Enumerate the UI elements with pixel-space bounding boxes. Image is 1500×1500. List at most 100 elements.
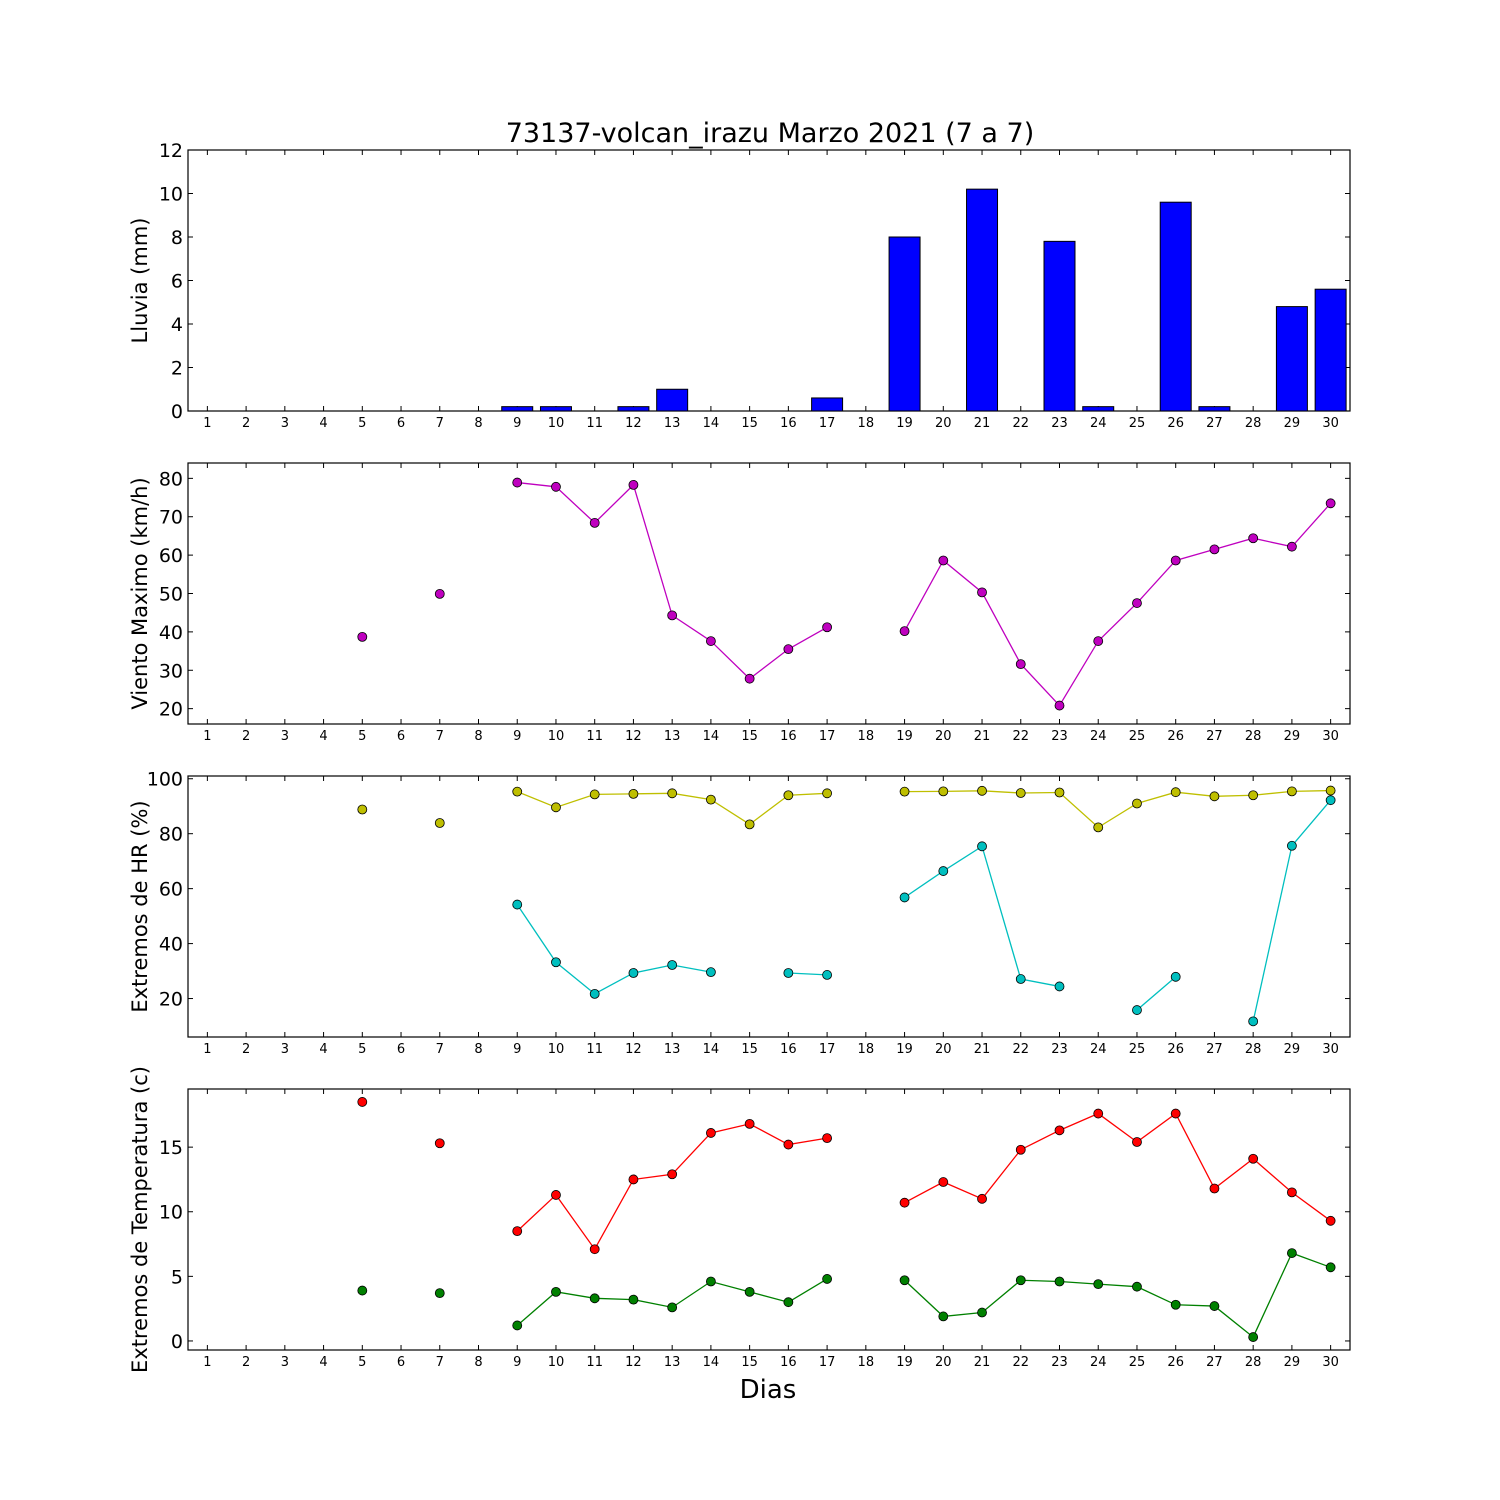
x-tick-label: 7	[436, 416, 444, 431]
x-tick-label: 11	[586, 1042, 603, 1057]
x-tick-label: 23	[1051, 416, 1068, 431]
bar	[656, 388, 689, 412]
x-tick-label: 4	[319, 416, 327, 431]
y-tick-label: 40	[159, 622, 183, 644]
x-tick-label: 5	[358, 416, 366, 431]
x-tick-label: 16	[780, 416, 797, 431]
x-tick-label: 9	[513, 1042, 521, 1057]
data-point	[667, 1302, 678, 1313]
series-line	[904, 845, 1060, 988]
data-point	[1093, 636, 1104, 646]
data-point	[977, 841, 987, 852]
y-tick-label: 6	[171, 271, 183, 293]
y-axis-label: Extremos de Temperatura (c)	[128, 1066, 152, 1373]
data-point	[1248, 790, 1259, 801]
data-point	[977, 587, 987, 598]
x-tick-label: 3	[281, 416, 289, 431]
x-tick-label: 27	[1206, 1042, 1223, 1057]
x-tick-label: 15	[741, 1042, 758, 1057]
bar	[1043, 240, 1076, 412]
data-point	[1209, 1301, 1220, 1311]
y-tick-label: 5	[171, 1266, 183, 1288]
data-point	[1325, 498, 1336, 509]
x-tick-label: 27	[1206, 729, 1223, 744]
x-tick-label: 30	[1322, 729, 1339, 744]
x-tick-label: 29	[1284, 1355, 1301, 1370]
data-point	[1093, 1108, 1104, 1119]
y-tick-label: 60	[159, 545, 183, 567]
x-tick-label: 28	[1245, 1042, 1262, 1057]
x-tick-label: 26	[1167, 729, 1184, 744]
data-point	[1015, 659, 1026, 670]
data-point	[783, 790, 794, 801]
x-tick-label: 12	[625, 729, 642, 744]
x-tick-label: 11	[586, 729, 603, 744]
data-point	[667, 788, 678, 799]
x-tick-label: 28	[1245, 416, 1262, 431]
x-tick-label: 26	[1167, 416, 1184, 431]
y-tick-label: 50	[159, 584, 183, 606]
x-tick-label: 25	[1129, 416, 1146, 431]
x-tick-label: 5	[358, 1355, 366, 1370]
x-tick-label: 5	[358, 729, 366, 744]
y-tick-label: 12	[159, 140, 183, 162]
x-tick-label: 21	[974, 729, 991, 744]
x-tick-label: 21	[974, 1042, 991, 1057]
x-tick-label: 1	[203, 1355, 211, 1370]
data-point	[589, 789, 600, 800]
data-point	[706, 794, 716, 805]
x-tick-label: 12	[625, 1042, 642, 1057]
data-point	[783, 1297, 794, 1308]
data-point	[1015, 788, 1026, 798]
data-point	[551, 1286, 561, 1297]
y-tick-label: 20	[159, 699, 183, 721]
bar	[617, 406, 650, 412]
y-tick-label: 8	[171, 227, 183, 249]
x-tick-label: 10	[548, 1042, 565, 1057]
x-tick-label: 20	[935, 729, 952, 744]
y-axis-label: Extremos de HR (%)	[128, 800, 152, 1012]
data-point	[1170, 1299, 1181, 1310]
x-tick-label: 19	[896, 729, 913, 744]
data-point	[1248, 1016, 1259, 1027]
y-tick-label: 30	[159, 660, 183, 682]
data-point	[357, 1285, 368, 1296]
x-tick-label: 7	[436, 729, 444, 744]
x-tick-label: 26	[1167, 1355, 1184, 1370]
data-point	[744, 1286, 755, 1297]
x-tick-label: 8	[474, 1042, 482, 1057]
x-tick-label: 22	[1012, 1355, 1029, 1370]
x-tick-label: 8	[474, 1355, 482, 1370]
data-point	[628, 479, 639, 490]
series	[357, 785, 1336, 833]
y-axis-label: Lluvia (mm)	[128, 218, 152, 344]
x-tick-label: 22	[1012, 729, 1029, 744]
x-tick-label: 3	[281, 1355, 289, 1370]
y-tick-label: 10	[159, 1202, 183, 1224]
bar	[1275, 306, 1308, 412]
data-point	[822, 970, 832, 980]
x-tick-label: 19	[896, 1042, 913, 1057]
x-tick-label: 6	[397, 416, 405, 431]
data-point	[512, 1226, 523, 1237]
x-tick-label: 2	[242, 416, 250, 431]
data-point	[1132, 1137, 1142, 1147]
series	[357, 1248, 1336, 1342]
x-tick-label: 13	[664, 416, 681, 431]
data-point	[512, 477, 523, 488]
data-point	[667, 960, 678, 970]
data-point	[551, 481, 561, 492]
x-tick-label: 27	[1206, 1355, 1223, 1370]
x-tick-label: 30	[1322, 1355, 1339, 1370]
x-tick-label: 4	[319, 729, 327, 744]
data-point	[589, 1293, 600, 1304]
x-tick-label: 6	[397, 1042, 405, 1057]
y-tick-label: 80	[159, 824, 183, 846]
data-point	[1248, 1153, 1259, 1164]
y-tick-label: 2	[171, 358, 183, 380]
y-tick-label: 4	[171, 314, 183, 336]
y-tick-label: 80	[159, 468, 183, 490]
bar	[1198, 406, 1231, 412]
x-tick-label: 24	[1090, 416, 1107, 431]
x-tick-label: 9	[513, 729, 521, 744]
